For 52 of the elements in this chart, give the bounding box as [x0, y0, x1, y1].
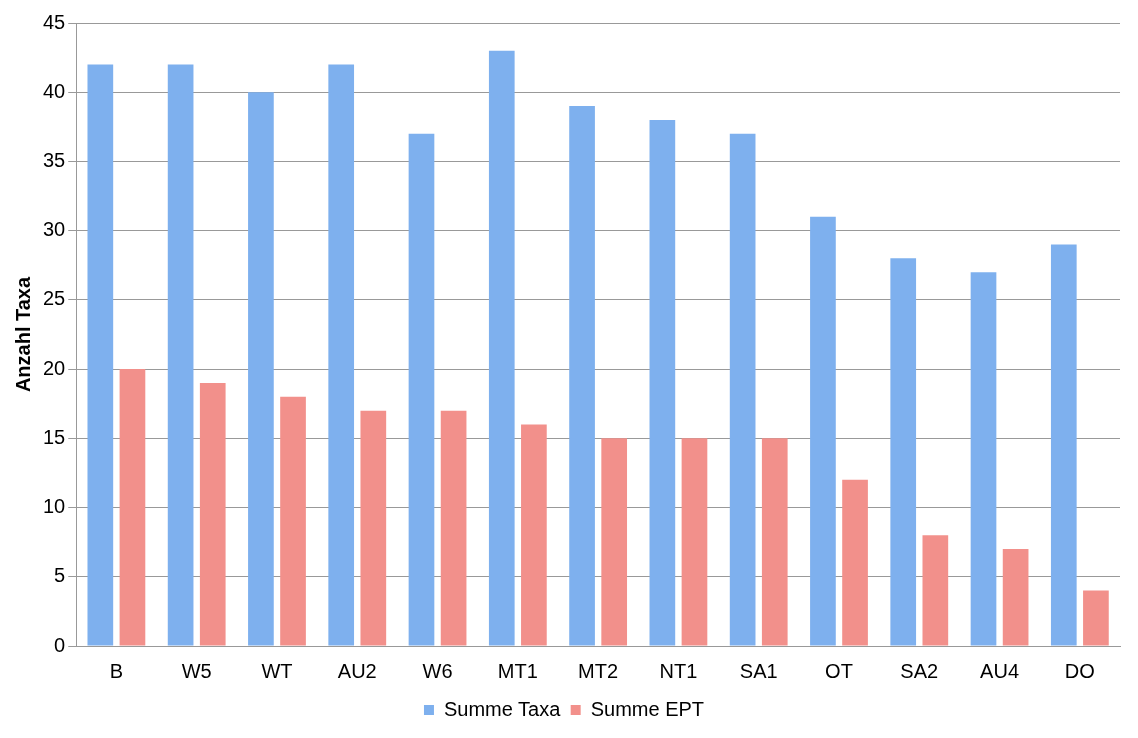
bar: [601, 438, 628, 646]
x-tick-label: OT: [825, 659, 853, 682]
y-tick-label: 30: [43, 218, 66, 241]
x-tick-label: B: [109, 659, 124, 682]
x-tick-label: NT1: [659, 659, 698, 682]
bar: [922, 535, 949, 646]
bar: [87, 64, 114, 646]
y-tick-label: 0: [54, 633, 66, 656]
bar: [408, 133, 435, 646]
bar: [681, 438, 708, 646]
bar: [360, 410, 387, 646]
x-tick-label: MT2: [578, 659, 619, 682]
bar: [328, 64, 355, 646]
bar: [521, 424, 547, 646]
x-tick-label: SA1: [739, 659, 778, 682]
y-tick-label: 40: [43, 79, 66, 102]
bar: [440, 410, 467, 646]
y-tick-label: 5: [54, 564, 66, 587]
x-tick-label: AU4: [980, 659, 1020, 682]
x-tick-label: MT1: [497, 659, 538, 682]
x-tick-label: SA2: [900, 659, 939, 682]
y-tick-label: 35: [43, 148, 66, 171]
x-tick-label: WT: [261, 659, 293, 682]
x-tick-label: AU2: [337, 659, 377, 682]
y-tick-label: 25: [43, 287, 66, 310]
bar: [569, 106, 595, 646]
x-tick-label: DO: [1064, 659, 1095, 682]
bar: [810, 216, 836, 646]
bar: [761, 438, 788, 646]
y-tick-label: 10: [43, 495, 66, 518]
y-tick-label: 45: [43, 10, 66, 33]
bar: [488, 50, 515, 646]
bar: [1050, 244, 1077, 646]
bar: [649, 119, 676, 646]
bar: [842, 479, 868, 646]
bar: [1083, 590, 1109, 646]
x-tick-label: W6: [422, 659, 453, 682]
legend-label: Summe EPT: [590, 697, 705, 720]
bar: [729, 133, 756, 646]
y-axis-title: Anzahl Taxa: [11, 276, 34, 393]
bar: [167, 64, 194, 646]
legend-label: Summe Taxa: [443, 697, 562, 720]
bar: [199, 382, 226, 646]
y-tick-label: 15: [43, 425, 66, 448]
bar: [280, 396, 306, 646]
bar: [890, 258, 917, 646]
bar: [1002, 549, 1029, 646]
bar: [970, 272, 997, 646]
y-tick-label: 20: [43, 356, 66, 379]
bar: [119, 369, 146, 646]
bar: [248, 92, 274, 646]
x-tick-label: W5: [181, 659, 212, 682]
